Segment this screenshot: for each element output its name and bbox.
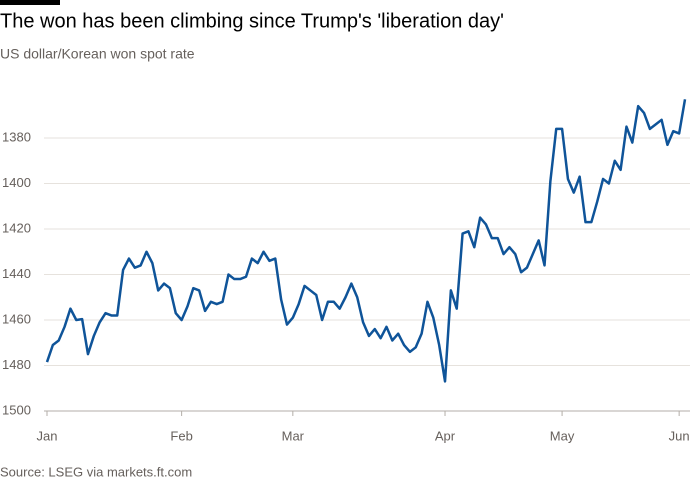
x-tick-label: Jan — [37, 428, 58, 443]
source: Source: LSEG via markets.ft.com — [0, 464, 192, 479]
x-tick-label: Jun — [669, 428, 690, 443]
y-tick-label: 1420 — [2, 220, 31, 235]
y-tick-label: 1400 — [2, 175, 31, 190]
chart-title: The won has been climbing since Trump's … — [0, 10, 504, 32]
line — [45, 99, 687, 383]
x-tick-label: Feb — [170, 428, 192, 443]
x-tick-label: May — [550, 428, 575, 443]
y-tick-label: 1460 — [2, 311, 31, 326]
x-tick-label: Apr — [435, 428, 456, 443]
y-tick-label: 1500 — [2, 402, 31, 417]
x-tick-label: Mar — [282, 428, 305, 443]
y-tick-label: 1440 — [2, 266, 31, 281]
brand-bar — [0, 0, 60, 5]
y-tick-label: 1480 — [2, 357, 31, 372]
chart-subtitle: US dollar/Korean won spot rate — [0, 46, 195, 62]
y-tick-label: 1380 — [2, 129, 31, 144]
